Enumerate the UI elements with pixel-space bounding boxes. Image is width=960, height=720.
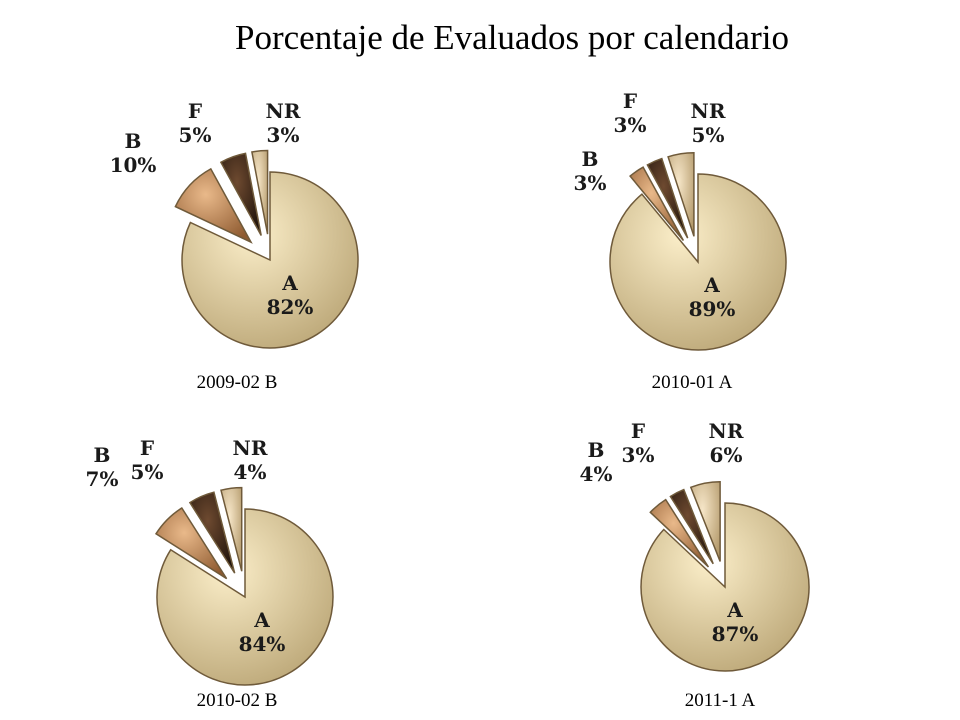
slice-value-f: 5% [131,460,164,484]
pie-chart-2: A89%B3%F3%NR5%2010-01 A [574,89,787,393]
slice-label-f: F [188,99,202,123]
slice-label-nr: NR [233,436,268,460]
slice-value-b: 3% [574,171,607,195]
slice-b [629,166,685,241]
slice-value-nr: 3% [267,123,300,147]
slice-value-b: 10% [110,153,157,177]
slice-value-b: 4% [580,462,613,486]
slice-nr [667,151,695,237]
slice-nr [251,149,269,235]
slice-b [174,167,253,244]
slice-b [154,506,228,580]
slice-value-f: 3% [614,113,647,137]
pie-chart-1: A82% B10% F5% NR3% 2009-02 B [110,99,359,393]
slice-label-b: B [582,147,599,171]
slice-value-b: 7% [86,467,119,491]
slice-label-a: A [281,271,298,295]
slice-label-nr: NR [709,419,744,443]
slice-a [156,508,334,686]
slice-label-b: B [125,129,142,153]
slice-a [181,171,359,349]
slice-f [669,488,714,565]
slice-f [219,152,262,236]
slice-value-a: 87% [712,622,759,646]
slice-label-f: F [140,436,154,460]
pie-chart-3: A84% B7% F5% NR4% 2010-02 B [86,436,334,711]
slice-value-a: 84% [239,632,286,656]
slice-value-a: 82% [267,295,314,319]
chart-caption: 2010-02 B [197,690,278,711]
slice-nr [220,486,243,572]
slice-label-f: F [623,89,637,113]
slice-value-f: 5% [179,123,212,147]
chart-caption: 2011-1 A [685,690,756,711]
slice-label-b: B [588,438,605,462]
slice-label-a: A [726,598,743,622]
chart-title: Porcentaje de Evaluados por calendario [235,18,789,57]
slice-a [609,173,787,351]
slice-value-nr: 6% [710,443,743,467]
slice-label-a: A [703,273,720,297]
pie-chart-4: A87% B4% F3% NR6% 2011-1 A [580,419,810,711]
chart-caption: 2010-01 A [652,372,733,393]
slice-label-nr: NR [691,99,726,123]
slice-f [646,157,689,239]
slice-value-nr: 5% [692,123,725,147]
slice-f [188,491,236,574]
slice-value-a: 89% [689,297,736,321]
slice-nr [689,480,721,562]
slice-label-b: B [94,443,111,467]
slice-label-a: A [253,608,270,632]
chart-caption: 2009-02 B [197,372,278,393]
slice-label-f: F [631,419,645,443]
slice-value-nr: 4% [234,460,267,484]
slice-a [640,502,810,672]
slice-b [649,498,710,568]
slice-value-f: 3% [622,443,655,467]
slice-label-nr: NR [266,99,301,123]
